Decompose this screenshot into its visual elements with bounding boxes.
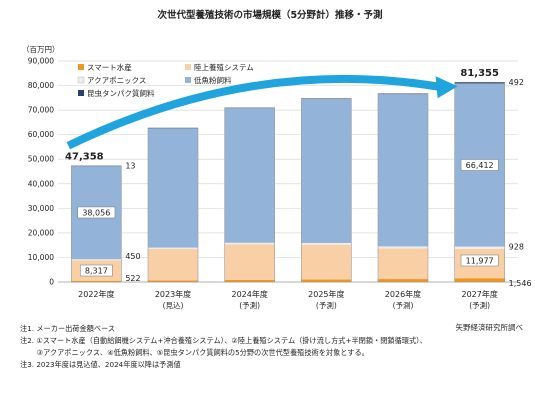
legend-swatch <box>185 77 191 83</box>
legend-label: 昆虫タンパク質飼料 <box>87 88 155 98</box>
bar-segment <box>224 244 275 280</box>
value-label-lowfish-2022-box <box>77 206 116 219</box>
bar-outline <box>377 93 429 283</box>
footnotes: 注1. メーカー出荷金額ベース 注2. ①スマート水産（自動給餌機システム+沖合… <box>20 323 525 371</box>
y-tick-label: 0 <box>49 278 54 287</box>
bar-segment <box>148 247 198 249</box>
x-tick-label: 2025年度 <box>308 289 344 299</box>
bar-segment <box>148 248 198 281</box>
bar-segment <box>148 280 198 282</box>
value-label-smart-2027: 1,546 <box>509 279 532 288</box>
value-label-aqua-2027: 928 <box>509 243 524 252</box>
legend-label: 低魚粉飼料 <box>194 75 232 85</box>
y-tick-label: 80,000 <box>28 81 54 90</box>
legend-label: スマート水産 <box>87 62 132 72</box>
bar-segment <box>148 128 198 248</box>
x-tick-label: 2027年度 <box>461 289 497 299</box>
value-label-land-2022: 8,317 <box>85 267 108 276</box>
x-tick-sublabel: (予測) <box>393 300 414 310</box>
y-tick-label: 90,000 <box>28 57 54 66</box>
source-note: 矢野経済研究所調べ <box>455 323 524 332</box>
footnote-2-cont: ③アクアポニックス、④低魚粉飼料、⑤昆虫タンパク質飼料の5分野の次世代型養殖技術… <box>20 348 369 357</box>
y-tick-label: 10,000 <box>28 253 54 262</box>
value-label-smart-2022: 522 <box>125 274 140 283</box>
legend-swatch <box>78 64 84 70</box>
bar-segment <box>224 279 275 282</box>
bar-segment <box>454 246 505 249</box>
x-tick-label: 2022年度 <box>78 289 114 299</box>
bar-outline <box>224 107 275 283</box>
total-label-2027: 81,355 <box>460 68 499 79</box>
footnote-1: 注1. メーカー出荷金額ベース <box>20 324 116 333</box>
legend-swatch <box>185 64 191 70</box>
legend-swatch <box>78 90 84 96</box>
y-tick-label: 70,000 <box>28 106 54 115</box>
value-label-aqua-2022: 450 <box>125 252 140 261</box>
x-tick-sublabel: (予測) <box>316 300 337 310</box>
bar-segment <box>301 242 352 245</box>
value-label-lowfish-2027: 66,412 <box>466 161 494 170</box>
x-tick-sublabel: (予測) <box>239 300 260 310</box>
x-tick-label: 2023年度 <box>155 289 191 299</box>
bar-outline <box>301 98 352 283</box>
bar-segment <box>378 248 428 280</box>
bar-segment <box>378 246 428 249</box>
bar-outline <box>147 127 199 283</box>
y-tick-label: 20,000 <box>28 228 54 237</box>
x-tick-label: 2026年度 <box>385 289 421 299</box>
growth-arrow <box>66 74 443 150</box>
total-label-2022: 47,358 <box>65 152 104 163</box>
value-label-land-2022-box <box>80 264 113 277</box>
bar-segment <box>301 244 352 280</box>
bar-segment <box>378 279 428 282</box>
bar-segment <box>454 82 505 84</box>
y-tick-label: 40,000 <box>28 179 54 188</box>
y-tick-label: 30,000 <box>28 204 54 213</box>
value-label-lowfish-2022: 38,056 <box>82 208 110 217</box>
bar-segment <box>224 242 275 245</box>
legend-swatch <box>77 76 85 84</box>
value-label-lowfish-2027-box <box>460 159 499 171</box>
bar-segment <box>71 280 122 282</box>
bar-outline <box>454 81 505 283</box>
bar-segment <box>301 279 352 282</box>
x-tick-sublabel: (予測) <box>469 300 490 310</box>
legend-label: アクアポニックス <box>87 76 146 85</box>
value-label-land-2027: 11,977 <box>466 256 494 265</box>
x-tick-label: 2024年度 <box>231 289 267 299</box>
x-tick-sublabel: (見込) <box>163 301 184 310</box>
value-label-insect-2027: 492 <box>509 78 524 87</box>
growth-arrow-head <box>435 76 458 99</box>
bar-segment <box>71 259 122 261</box>
chart-title: 次世代型養殖技術の市場規模（5分野計）推移・予測 <box>157 9 382 21</box>
bar-segment <box>301 98 352 243</box>
bar-segment <box>224 107 275 243</box>
bar-segment <box>378 93 428 95</box>
footnote-2: 注2. ①スマート水産（自動給餌機システム+沖合養殖システム）、②陸上養殖システ… <box>20 336 427 345</box>
bar-outline <box>71 165 122 283</box>
market-size-chart: 次世代型養殖技術の市場規模（5分野計）推移・予測 （百万円） 0 10,000 20… <box>22 9 532 310</box>
footnote-3: 注3. 2023年度は見込値、2024年度以降は予測値 <box>20 360 181 369</box>
y-axis-unit: （百万円） <box>22 45 60 54</box>
value-label-land-2027-box <box>460 254 499 267</box>
bar-segment <box>378 94 428 247</box>
value-label-insect-2022: 13 <box>125 162 135 171</box>
bar-segment <box>454 278 505 282</box>
y-tick-label: 50,000 <box>28 155 54 164</box>
y-tick-label: 60,000 <box>28 130 54 139</box>
legend-label: 陸上養殖システム <box>194 62 254 72</box>
